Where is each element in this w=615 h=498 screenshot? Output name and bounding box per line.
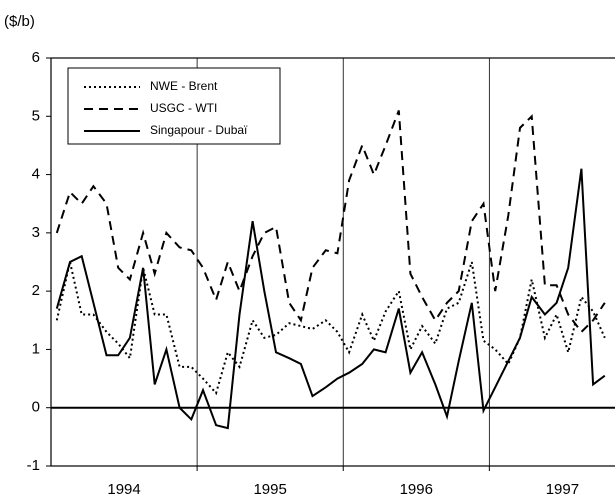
- y-tick-label: 6: [32, 49, 40, 66]
- y-tick-label: 2: [32, 282, 40, 299]
- x-tick-label: 1997: [546, 481, 579, 498]
- legend-label: NWE - Brent: [150, 79, 218, 93]
- x-tick-label: 1996: [400, 481, 433, 498]
- y-axis-label: ($/b): [4, 13, 35, 30]
- legend-label: Singapour - Dubaï: [150, 123, 248, 137]
- y-tick-label: 4: [32, 166, 40, 183]
- x-tick-label: 1994: [107, 481, 140, 498]
- y-tick-label: 3: [32, 224, 40, 241]
- y-tick-label: 5: [32, 107, 40, 124]
- series-line: [55, 168, 606, 430]
- plot-frame: [50, 57, 615, 467]
- legend: NWE - Brent USGC - WTI Singapour - Dubaï: [67, 67, 281, 145]
- x-tick-label: 1995: [253, 481, 286, 498]
- y-tick-label: -1: [27, 457, 40, 474]
- y-tick-label: 1: [32, 340, 40, 357]
- series-line: [55, 110, 606, 334]
- y-tick-label: 0: [32, 399, 40, 416]
- legend-label: USGC - WTI: [150, 101, 217, 115]
